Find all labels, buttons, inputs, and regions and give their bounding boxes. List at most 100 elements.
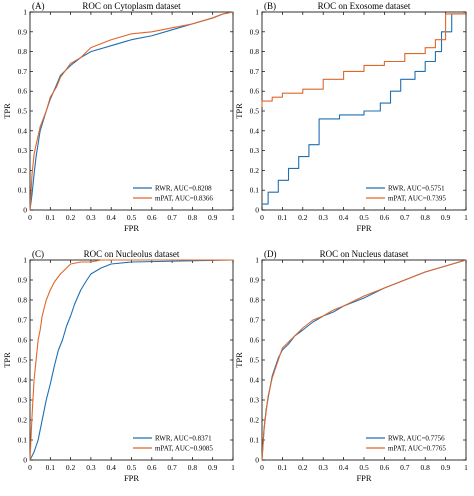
y-tick-label: 1	[23, 256, 27, 265]
y-tick-label: 0	[23, 456, 27, 465]
y-tick-label: 0.6	[18, 336, 28, 345]
y-tick-label: 0.6	[18, 87, 28, 96]
x-axis-label: FPR	[124, 223, 139, 233]
y-tick-label: 0	[23, 206, 27, 215]
y-tick-label: 0.2	[250, 416, 260, 425]
y-axis-label: TPR	[2, 103, 12, 119]
legend-label: RWR, AUC=0.8208	[155, 185, 212, 193]
x-tick-label: 0.5	[127, 213, 137, 222]
y-tick-label: 0.3	[250, 396, 260, 405]
x-tick-label: 0.6	[380, 463, 390, 472]
y-tick-label: 0.8	[250, 296, 260, 305]
y-tick-label: 0.3	[18, 396, 28, 405]
x-tick-label: 1	[231, 463, 235, 472]
y-tick-label: 0.3	[18, 146, 28, 155]
y-tick-label: 0.7	[250, 316, 260, 325]
x-tick-label: 0.7	[167, 213, 177, 222]
series-line-rwr	[262, 13, 466, 205]
y-tick-label: 0.8	[18, 296, 28, 305]
x-tick-label: 1	[464, 463, 468, 472]
y-tick-label: 0.2	[18, 416, 28, 425]
x-tick-label: 0.9	[441, 463, 451, 472]
y-tick-label: 0.7	[250, 67, 260, 76]
y-tick-label: 0.5	[250, 356, 260, 365]
x-tick-label: 0.5	[359, 463, 369, 472]
plot-frame	[29, 259, 234, 461]
x-tick-label: 0.4	[339, 213, 349, 222]
x-tick-label: 0.7	[167, 463, 177, 472]
y-tick-label: 0.9	[250, 27, 260, 36]
y-tick-label: 0.7	[18, 67, 28, 76]
x-tick-label: 0	[260, 213, 264, 222]
x-tick-label: 0.9	[208, 213, 218, 222]
panel-label: (D)	[264, 249, 277, 259]
y-tick-label: 0.4	[18, 126, 28, 135]
plot-frame	[29, 11, 234, 211]
y-tick-label: 1	[255, 256, 259, 265]
x-axis-label: FPR	[356, 473, 371, 483]
y-axis-label: TPR	[2, 352, 12, 368]
x-tick-label: 0.8	[188, 213, 198, 222]
y-tick-label: 0.1	[18, 436, 28, 445]
x-tick-label: 0.3	[86, 213, 96, 222]
x-tick-label: 0	[260, 463, 264, 472]
series-line-mpat	[29, 259, 233, 461]
x-tick-label: 0.1	[278, 463, 288, 472]
y-tick-label: 0.3	[250, 146, 260, 155]
y-tick-label: 0.1	[18, 186, 28, 195]
x-tick-label: 0.2	[298, 463, 308, 472]
panel-label: (A)	[32, 1, 45, 11]
x-tick-label: 0.8	[421, 213, 431, 222]
series-line-rwr	[261, 259, 467, 461]
y-tick-label: 0.1	[250, 436, 260, 445]
x-tick-label: 1	[464, 213, 468, 222]
x-axis-label: FPR	[356, 223, 371, 233]
x-tick-label: 0.9	[208, 463, 218, 472]
plot-frame	[261, 259, 467, 461]
y-tick-label: 0.1	[250, 186, 260, 195]
legend-label: RWR, AUC=0.8371	[155, 435, 212, 443]
y-tick-label: 0.6	[250, 87, 260, 96]
x-tick-label: 0.8	[421, 463, 431, 472]
y-tick-label: 0.4	[250, 376, 260, 385]
panel-label: (C)	[32, 249, 44, 259]
x-tick-label: 0	[28, 463, 32, 472]
x-tick-label: 0.2	[66, 213, 76, 222]
legend-box	[363, 181, 463, 205]
legend-box	[363, 431, 463, 455]
legend-box	[130, 181, 230, 205]
x-tick-label: 0.2	[298, 213, 308, 222]
y-tick-label: 0.2	[250, 166, 260, 175]
x-axis-label: FPR	[124, 473, 139, 483]
x-tick-label: 0.1	[46, 463, 56, 472]
x-tick-label: 0.3	[319, 463, 329, 472]
legend-label: mPAT, AUC=0.9085	[155, 445, 213, 453]
y-tick-label: 0.9	[18, 276, 28, 285]
x-tick-label: 0.6	[147, 463, 157, 472]
y-axis-label: TPR	[234, 352, 244, 368]
legend-label: RWR, AUC=0.7756	[388, 435, 445, 443]
y-tick-label: 0.8	[250, 47, 260, 56]
chart-title: ROC on Nucleus dataset	[320, 249, 409, 259]
legend-label: RWR, AUC=0.5751	[388, 185, 445, 193]
y-axis-label: TPR	[234, 103, 244, 119]
y-tick-label: 0.4	[18, 376, 28, 385]
legend-label: mPAT, AUC=0.7765	[388, 445, 446, 453]
x-tick-label: 0.1	[46, 213, 56, 222]
y-tick-label: 1	[23, 8, 27, 17]
y-tick-label: 0.4	[250, 126, 260, 135]
x-tick-label: 0.7	[400, 463, 410, 472]
x-tick-label: 0.1	[278, 213, 288, 222]
legend-label: mPAT, AUC=0.7395	[388, 195, 446, 203]
series-line-rwr	[29, 259, 234, 461]
panel-label: (B)	[264, 1, 276, 11]
y-tick-label: 0.6	[250, 336, 260, 345]
legend-box	[130, 431, 230, 455]
legend-label: mPAT, AUC=0.8366	[155, 195, 213, 203]
y-tick-label: 0.5	[18, 356, 28, 365]
series-line-mpat	[261, 259, 467, 461]
x-tick-label: 0.9	[441, 213, 451, 222]
y-tick-label: 1	[255, 8, 259, 17]
chart-title: ROC on Nucleolus dataset	[84, 249, 180, 259]
y-tick-label: 0.7	[18, 316, 28, 325]
